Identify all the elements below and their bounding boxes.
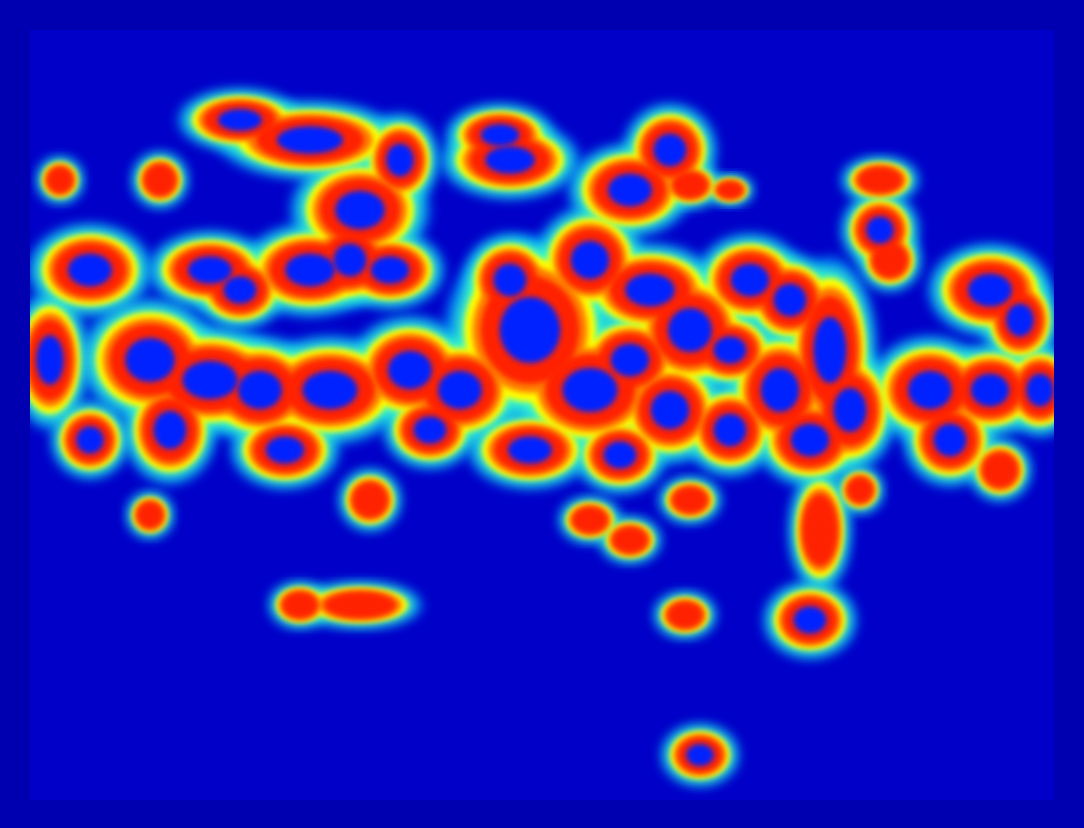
heat-blob — [790, 423, 830, 457]
heat-blob — [562, 368, 618, 412]
heat-blob — [508, 436, 552, 464]
heat-blob — [499, 297, 561, 363]
heat-blob — [480, 124, 520, 146]
heat-blob — [335, 190, 385, 230]
heat-blob — [650, 390, 690, 430]
heat-blob — [686, 744, 714, 766]
heat-blob — [1026, 373, 1054, 407]
heat-blob — [413, 416, 447, 444]
heat-blob — [218, 109, 262, 131]
heat-blob — [388, 350, 432, 390]
heat-blob — [802, 494, 838, 566]
heat-blob — [125, 338, 175, 382]
heat-blob — [667, 601, 703, 629]
heat-blob — [713, 413, 747, 447]
heat-blob — [866, 216, 894, 244]
heat-blob — [438, 370, 482, 410]
heat-blob — [188, 256, 232, 284]
heat-blob — [324, 591, 396, 619]
heat-blob — [603, 441, 637, 469]
heat-blob — [933, 423, 967, 457]
heat-blob — [282, 591, 318, 619]
heat-blob — [485, 146, 535, 174]
heat-blob — [76, 426, 104, 454]
heat-blob — [238, 370, 282, 410]
heat-blob — [608, 173, 652, 207]
heat-blob — [277, 126, 343, 154]
heat-blob — [668, 308, 712, 352]
heat-blob — [730, 263, 770, 297]
heat-blob — [36, 335, 64, 385]
heat-blob — [572, 506, 608, 534]
heat-blob — [333, 243, 367, 277]
heat-blob — [285, 253, 335, 287]
heat-blob — [982, 452, 1018, 488]
heat-blob — [612, 526, 648, 554]
heat-blobs — [30, 89, 1054, 786]
heat-blob — [386, 143, 414, 177]
heat-blob — [265, 436, 305, 464]
heat-blob — [370, 256, 410, 284]
heat-blob — [136, 501, 164, 529]
heat-blob — [773, 283, 807, 317]
heat-blob — [716, 181, 744, 199]
heat-blob — [813, 317, 847, 383]
heat-blob — [846, 476, 874, 504]
heat-blob — [713, 336, 747, 364]
heat-blob — [970, 373, 1010, 407]
heat-blob — [68, 253, 112, 287]
heat-blob — [968, 273, 1012, 307]
heat-blob — [857, 166, 903, 194]
heat-blob — [872, 242, 908, 278]
heat-blob — [610, 343, 650, 377]
heatmap-image — [30, 30, 1054, 800]
heat-blob — [760, 368, 800, 412]
heat-blob — [143, 163, 177, 197]
heat-blob — [153, 410, 187, 450]
heat-blob — [570, 240, 610, 280]
heat-blob — [672, 486, 708, 514]
heat-blob — [493, 263, 527, 297]
heat-blob — [672, 171, 708, 199]
heat-blob — [182, 360, 238, 400]
heat-blob — [352, 482, 388, 518]
heat-blob — [793, 606, 827, 634]
heat-blob — [833, 388, 867, 432]
heat-blob — [653, 133, 687, 167]
heat-blob — [625, 273, 675, 307]
heat-blob — [302, 370, 358, 410]
heat-blob — [223, 276, 257, 304]
heat-blob — [908, 370, 952, 410]
heat-blob — [1006, 303, 1034, 337]
heat-blob — [46, 166, 74, 194]
